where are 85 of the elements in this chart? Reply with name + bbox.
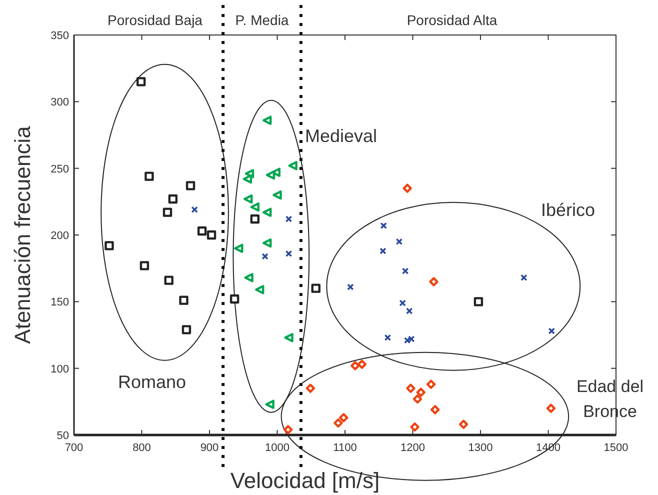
point: [410, 422, 420, 432]
point: [546, 404, 556, 413]
point: [284, 333, 294, 342]
y-tick-label: 50: [56, 430, 69, 442]
text: Porosidad Alta: [406, 12, 498, 28]
y-tick-label: 150: [50, 296, 69, 309]
point: [250, 214, 260, 224]
text: Porosidad Baja: [108, 12, 203, 28]
point: [262, 238, 272, 248]
point: [164, 276, 174, 285]
point: [140, 261, 150, 270]
point: [306, 384, 316, 393]
point: [384, 334, 392, 342]
point: [285, 216, 292, 222]
point: [404, 336, 411, 344]
point: [380, 222, 388, 230]
y-tick-label: 100: [50, 363, 69, 376]
x-tick-label: 800: [132, 442, 151, 454]
text: P. Media: [235, 12, 289, 28]
point: [288, 161, 298, 170]
point: [285, 250, 292, 258]
annotation: Romano: [118, 372, 186, 392]
x-tick-label: 1300: [468, 442, 493, 454]
point: [262, 208, 272, 217]
x-axis-title: Velocidad [m/s]: [230, 468, 380, 493]
y-tick-label: 200: [50, 230, 69, 242]
point: [255, 285, 264, 294]
point: [265, 400, 274, 409]
point: [416, 388, 426, 397]
point: [144, 172, 154, 181]
point: [458, 420, 468, 429]
point: [339, 413, 348, 422]
point: [429, 277, 438, 286]
point: [136, 77, 146, 86]
point: [402, 268, 409, 274]
point: [272, 190, 282, 200]
x-tick-label: 1500: [604, 442, 628, 454]
point: [347, 284, 354, 290]
point: [234, 244, 244, 253]
point: [408, 336, 415, 342]
x-tick-label: 900: [200, 442, 219, 454]
x-tick-label: 1200: [400, 442, 425, 454]
x-tick-label: 1100: [333, 442, 357, 454]
point: [262, 116, 272, 125]
point: [162, 208, 172, 217]
point: [406, 308, 413, 314]
point: [168, 194, 178, 204]
point: [334, 418, 343, 428]
point: [520, 274, 528, 282]
point: [104, 241, 114, 250]
point: [182, 325, 192, 334]
point: [244, 273, 254, 282]
x-tick-label: 700: [64, 442, 84, 454]
point: [206, 230, 216, 240]
point: [191, 206, 198, 214]
point: [262, 252, 268, 260]
point: [197, 226, 207, 236]
point: [230, 294, 240, 304]
y-tick-label: 300: [50, 96, 69, 109]
point: [396, 238, 403, 246]
y-tick-label: 250: [50, 163, 69, 176]
point: [412, 394, 422, 404]
annotation: Medieval: [305, 126, 378, 146]
point: [430, 405, 440, 414]
point: [380, 248, 386, 254]
annotation: Ibérico: [540, 200, 596, 220]
point: [426, 380, 436, 389]
x-tick-label: 1000: [265, 442, 290, 454]
point: [250, 202, 260, 212]
point: [186, 181, 196, 190]
point: [357, 360, 367, 369]
y-tick-label: 350: [50, 30, 69, 42]
point: [283, 425, 293, 434]
point: [350, 361, 360, 370]
point: [311, 284, 320, 293]
point: [406, 384, 416, 393]
point: [548, 328, 556, 334]
point: [179, 296, 188, 305]
point: [474, 297, 484, 306]
point: [242, 174, 252, 184]
y-axis-title: Atenuación frecuencia: [10, 125, 35, 344]
point: [266, 170, 276, 180]
point: [399, 300, 406, 306]
point: [402, 184, 412, 193]
point: [244, 194, 253, 204]
